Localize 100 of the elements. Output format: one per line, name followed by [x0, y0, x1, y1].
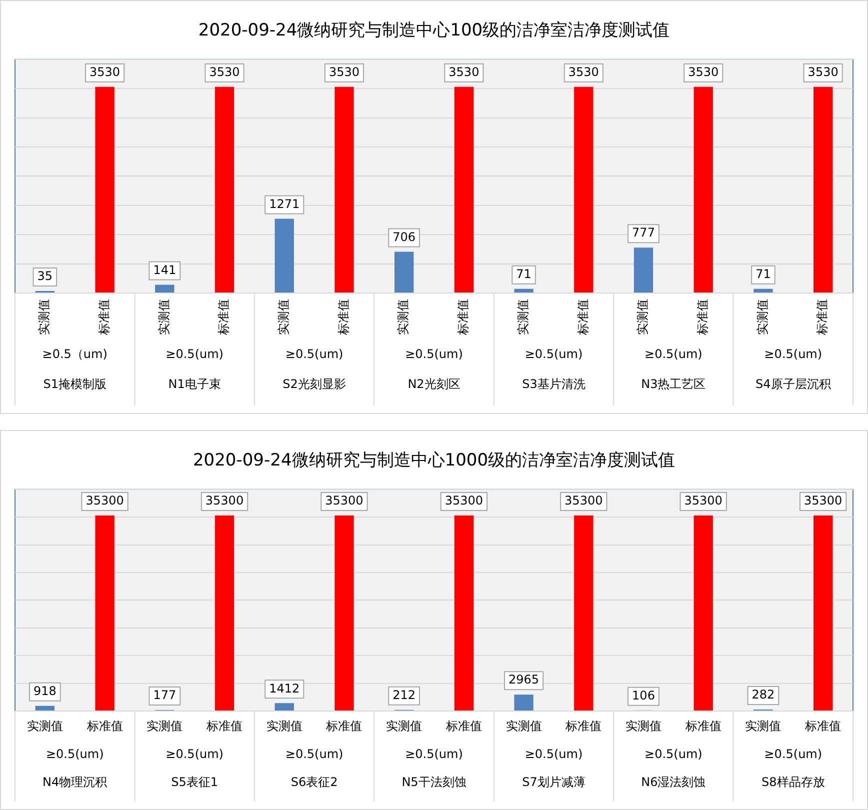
x-tick-label: N4物理沉积 [42, 775, 108, 790]
text: 标准值 [446, 719, 482, 734]
text: 标准值 [216, 299, 231, 335]
bar [634, 248, 654, 292]
text: ≥0.5(um) [764, 747, 822, 762]
data-label: 1412 [269, 681, 300, 696]
bar [454, 515, 474, 710]
data-label: 71 [756, 266, 771, 281]
text: ≥0.5(um) [405, 747, 463, 762]
text: ≥0.5(um) [524, 347, 583, 362]
text: 实测值 [26, 719, 63, 734]
bar [274, 218, 294, 292]
data-label: 71 [516, 266, 532, 281]
text: 标准值 [336, 299, 350, 335]
text: ≥0.5(um) [644, 347, 702, 362]
text: ≥0.5(um) [46, 747, 104, 762]
data-label: 35 [37, 269, 53, 284]
text: ≥0.5(um) [764, 347, 822, 362]
text: 标准值 [815, 299, 830, 335]
series-label: 实测值 [506, 719, 542, 734]
data-label: 141 [153, 262, 176, 277]
x-tick-label: S6表征2 [290, 775, 338, 790]
data-label: 3530 [448, 64, 480, 79]
text: 标准值 [685, 719, 722, 734]
text: ≥0.5(um) [285, 747, 344, 762]
text: ≥0.5(um) [644, 747, 702, 762]
chart-title: 2020-09-24微纳研究与制造中心1000级的洁净室洁净度测试值 [192, 450, 676, 471]
bar [574, 515, 594, 710]
text: 实测值 [745, 719, 782, 734]
data-label: 35300 [205, 494, 244, 508]
bar [754, 288, 773, 292]
text: 标准值 [206, 719, 242, 734]
bar [334, 515, 354, 710]
data-label: 35300 [325, 494, 364, 508]
x-tick-label: S7划片减薄 [522, 775, 586, 790]
text: 实测值 [755, 299, 770, 335]
x-tick-label: S4原子层沉积 [756, 377, 831, 392]
text: 实测值 [636, 299, 650, 335]
x-tick-label: N5干法刻蚀 [402, 775, 466, 790]
x-tick-label: S2光刻显影 [282, 377, 346, 392]
data-label: 3530 [90, 64, 120, 79]
x-tick-label: N2光刻区 [408, 377, 460, 392]
data-label: 282 [752, 688, 775, 702]
text: 实测值 [146, 719, 183, 734]
bar [214, 86, 234, 292]
text: ≥0.5(um) [405, 347, 463, 362]
text: 标准值 [576, 299, 590, 335]
data-label: 106 [632, 688, 655, 703]
bar [214, 515, 234, 710]
data-label: 706 [392, 230, 416, 244]
data-label: 35300 [804, 494, 842, 508]
x-tick-label: S1掩模制版 [43, 377, 106, 392]
bar [514, 288, 534, 292]
bar [394, 252, 414, 292]
bar [155, 284, 174, 292]
bar [274, 703, 294, 710]
data-label: 35300 [564, 494, 603, 508]
text: ≥0.5（um) [42, 347, 108, 362]
text: 标准值 [805, 719, 842, 734]
text: ≥0.5(um) [166, 747, 224, 762]
bar [35, 706, 55, 710]
text: 标准值 [695, 299, 710, 335]
text: 标准值 [456, 299, 470, 335]
text: 实测值 [396, 299, 410, 335]
x-tick-label: S8样品存放 [762, 775, 825, 790]
data-label: 35300 [444, 494, 484, 508]
data-label: 3530 [328, 64, 360, 79]
bar [813, 515, 833, 710]
data-label: 918 [33, 684, 56, 698]
text: 标准值 [96, 299, 111, 336]
data-label: 3530 [568, 64, 599, 79]
bar [694, 515, 713, 710]
text: 实测值 [37, 299, 52, 335]
chart-title: 2020-09-24微纳研究与制造中心100级的洁净室洁净度测试值 [198, 20, 670, 41]
x-tick-label: S5表征1 [171, 775, 218, 790]
data-label: 777 [632, 226, 655, 240]
bar [574, 86, 594, 292]
bar [95, 515, 114, 710]
text: 实测值 [516, 299, 530, 335]
bar [454, 86, 474, 292]
bar [514, 694, 534, 710]
bar [95, 86, 114, 292]
text: 标准值 [326, 719, 362, 734]
data-label: 3530 [209, 64, 240, 79]
text: 实测值 [266, 719, 302, 734]
x-tick-label: N3热工艺区 [641, 377, 706, 392]
text: ≥0.5(um) [524, 747, 583, 762]
text: 实测值 [626, 719, 662, 734]
bar [334, 86, 354, 292]
data-label: 35300 [684, 494, 722, 508]
text: 实测值 [156, 299, 171, 335]
text: 实测值 [276, 299, 290, 335]
text: 实测值 [386, 719, 422, 734]
text: 标准值 [566, 719, 602, 734]
data-label: 35300 [86, 494, 124, 508]
data-label: 177 [153, 688, 176, 702]
data-label: 1271 [269, 196, 300, 211]
bar [694, 86, 713, 292]
x-tick-label: N1电子束 [168, 377, 221, 392]
data-label: 2965 [508, 672, 540, 687]
